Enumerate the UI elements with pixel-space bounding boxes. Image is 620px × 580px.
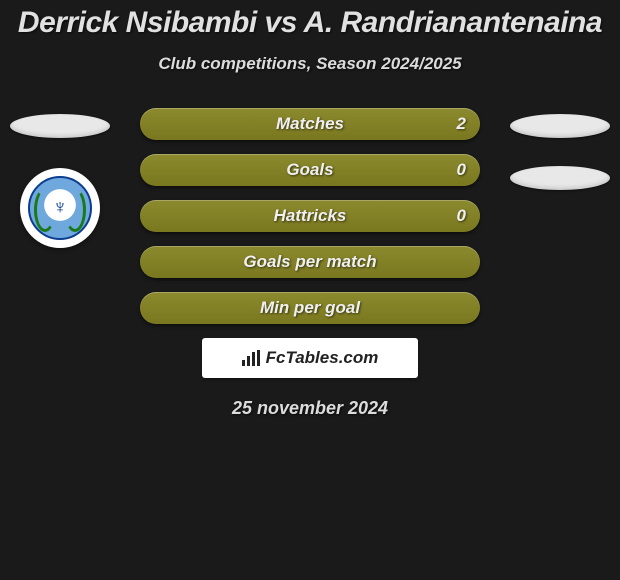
stat-value-right: 0 (457, 206, 466, 226)
stats-content: ♆ Matches 2 Goals 0 Hattricks 0 Goals per matc… (0, 108, 620, 419)
brand-text: FcTables.com (266, 348, 379, 368)
stat-bar: Matches 2 (140, 108, 480, 140)
stat-label: Hattricks (274, 206, 347, 226)
stat-value-right: 0 (457, 160, 466, 180)
fctables-brand: FcTables.com (202, 338, 418, 378)
player1-name: Derrick Nsibambi (18, 6, 257, 39)
competition-subtitle: Club competitions, Season 2024/2025 (0, 54, 620, 74)
player1-club-badge: ♆ (20, 168, 100, 248)
stat-bar: Goals per match (140, 246, 480, 278)
stat-label: Min per goal (260, 298, 360, 318)
player2-name: A. Randrianantenaina (304, 6, 602, 39)
torch-icon: ♆ (53, 197, 68, 220)
stat-bar: Min per goal (140, 292, 480, 324)
stat-bar: Hattricks 0 (140, 200, 480, 232)
stat-bar: Goals 0 (140, 154, 480, 186)
stat-label: Goals per match (243, 252, 376, 272)
stat-value-right: 2 (457, 114, 466, 134)
stat-bars: Matches 2 Goals 0 Hattricks 0 Goals per match M… (140, 108, 480, 324)
bar-chart-icon (242, 350, 260, 366)
snapshot-date: 25 november 2024 (0, 398, 620, 419)
club-badge-inner: ♆ (28, 176, 92, 240)
stat-label: Matches (276, 114, 344, 134)
player2-club-placeholder (510, 166, 610, 190)
stat-label: Goals (286, 160, 333, 180)
player1-photo-placeholder (10, 114, 110, 138)
vs-separator: vs (265, 6, 297, 39)
player2-photo-placeholder (510, 114, 610, 138)
comparison-title: Derrick Nsibambi vs A. Randrianantenaina (0, 0, 620, 40)
